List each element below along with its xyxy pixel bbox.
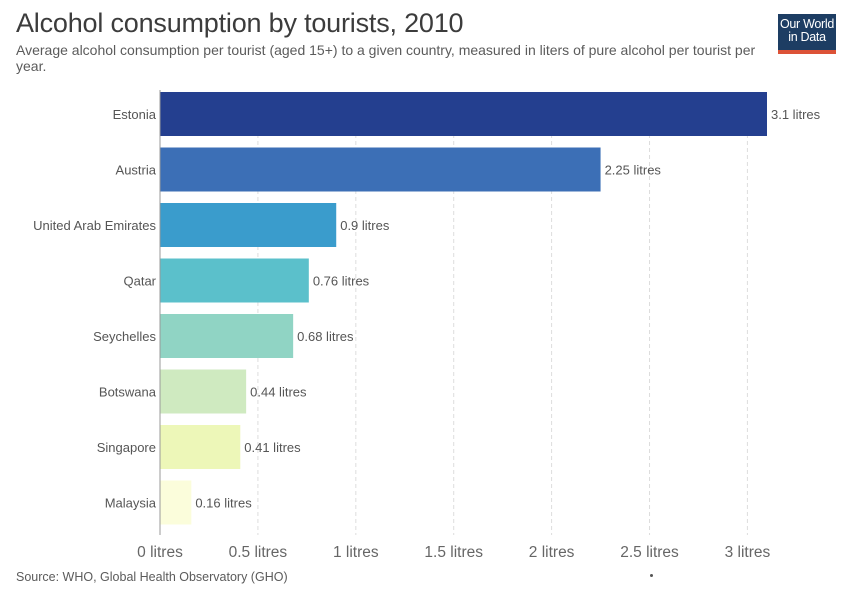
- category-label: Estonia: [113, 107, 157, 122]
- bar[interactable]: [160, 92, 767, 136]
- category-label: Malaysia: [105, 496, 157, 511]
- bar[interactable]: [160, 203, 337, 247]
- x-tick-label: 3 litres: [725, 544, 771, 561]
- value-label: 0.68 litres: [297, 329, 354, 344]
- chart-title: Alcohol consumption by tourists, 2010: [16, 8, 464, 38]
- category-label: Botswana: [99, 385, 157, 400]
- category-label: Austria: [116, 163, 157, 178]
- value-label: 0.9 litres: [340, 218, 390, 233]
- category-label: United Arab Emirates: [33, 218, 156, 233]
- chart-subtitle: Average alcohol consumption per tourist …: [16, 42, 756, 74]
- bar[interactable]: [160, 314, 294, 358]
- value-label: 3.1 litres: [771, 107, 821, 122]
- value-label: 0.76 litres: [313, 274, 370, 289]
- bar[interactable]: [160, 425, 241, 469]
- x-tick-label: 2.5 litres: [620, 544, 679, 561]
- category-label: Singapore: [97, 440, 156, 455]
- owid-logo[interactable]: Our World in Data: [778, 14, 836, 54]
- logo-line-2: in Data: [788, 30, 826, 44]
- x-axis: 0 litres 0.5 litres 1 litres 1.5 litres 2 li…: [137, 90, 770, 561]
- value-label: 0.41 litres: [244, 440, 301, 455]
- x-tick-label: 2 litres: [529, 544, 575, 561]
- bar[interactable]: [160, 147, 601, 192]
- x-tick-label: 1.5 litres: [424, 544, 483, 561]
- category-label: Seychelles: [93, 329, 156, 344]
- bar[interactable]: [160, 258, 309, 303]
- category-label: Qatar: [123, 274, 156, 289]
- bar[interactable]: [160, 480, 192, 525]
- x-tick-label: 0 litres: [137, 544, 183, 561]
- x-tick-label: 0.5 litres: [229, 544, 288, 561]
- source-note: Source: WHO, Global Health Observatory (…: [16, 570, 288, 584]
- bars: Estonia 3.1 litres Austria 2.25 litres Unite…: [33, 92, 821, 525]
- bar[interactable]: [160, 369, 247, 414]
- value-label: 0.16 litres: [195, 496, 252, 511]
- x-tick-label: 1 litres: [333, 544, 379, 561]
- footer-dot: [650, 574, 653, 577]
- value-label: 0.44 litres: [250, 385, 307, 400]
- logo-line-1: Our World: [779, 17, 835, 31]
- value-label: 2.25 litres: [605, 163, 662, 178]
